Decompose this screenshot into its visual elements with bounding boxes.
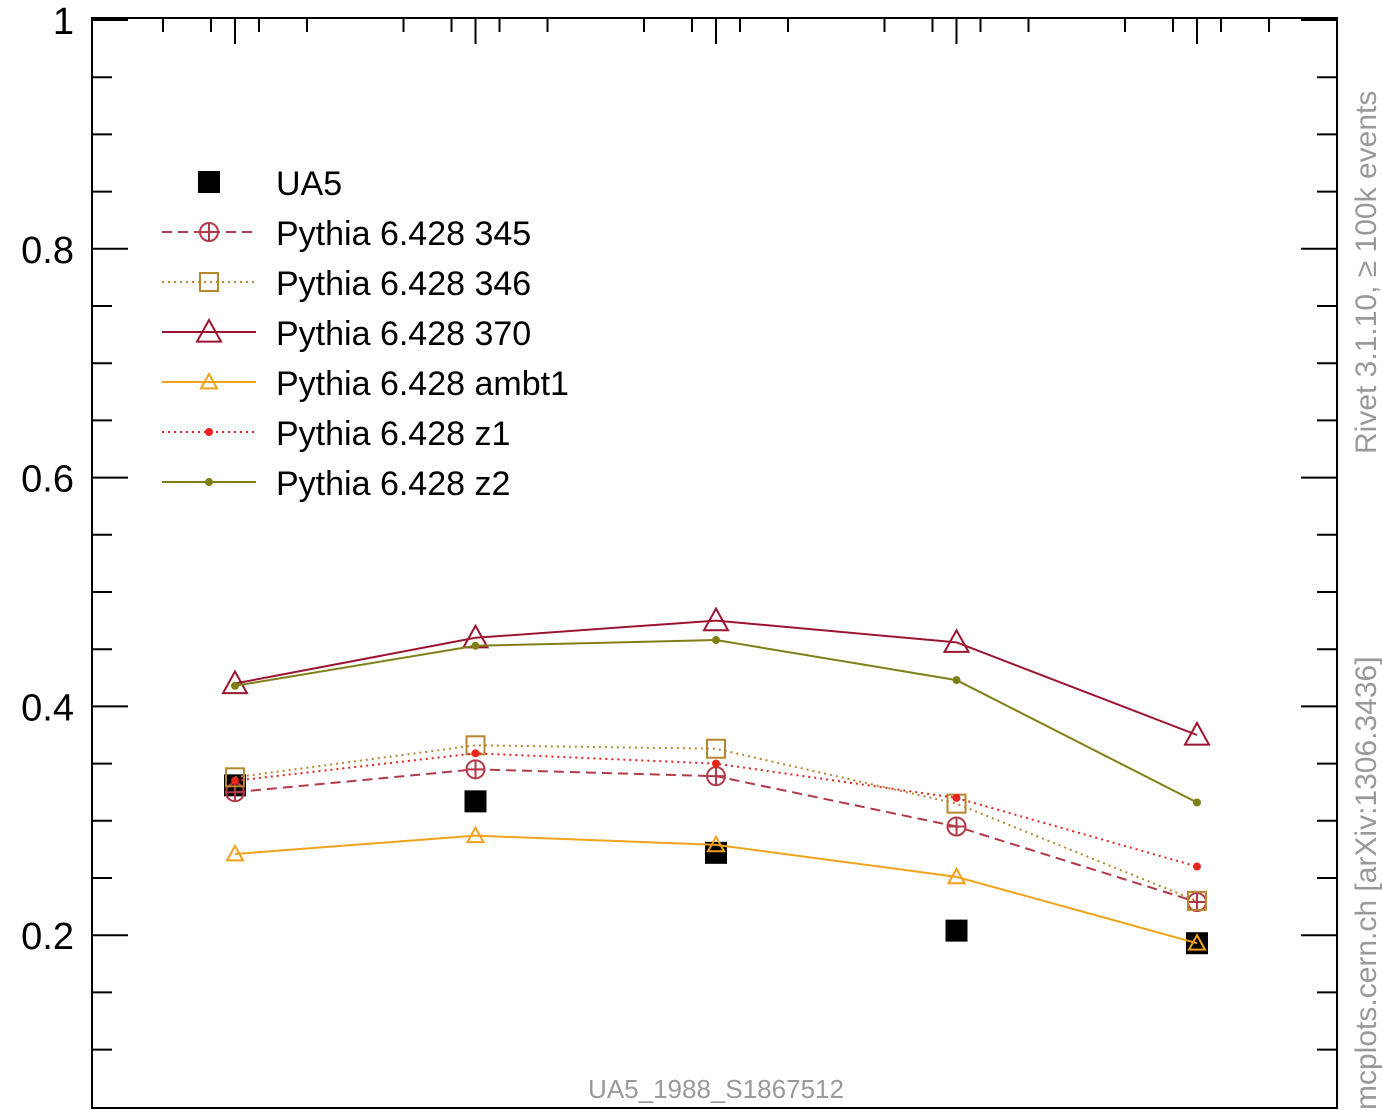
data-point-triangle bbox=[702, 606, 730, 632]
data-point-triangle bbox=[221, 669, 249, 695]
series-line bbox=[234, 744, 1198, 902]
data-point-dot bbox=[952, 676, 961, 685]
series-ua5 bbox=[224, 774, 1208, 955]
data-point-dot bbox=[205, 478, 213, 486]
data-point-circle bbox=[465, 759, 486, 780]
data-point-dot bbox=[231, 681, 239, 690]
data-point-open-square bbox=[199, 272, 219, 292]
legend-entry: Pythia 6.428 345 bbox=[162, 215, 531, 253]
legend-label: Pythia 6.428 z1 bbox=[276, 415, 510, 453]
y-tick-label: 0.8 bbox=[21, 230, 74, 272]
series-line bbox=[234, 834, 1198, 945]
data-point-square bbox=[198, 171, 220, 193]
analysis-id-label: UA5_1988_S1867512 bbox=[588, 1074, 844, 1104]
data-point-dot bbox=[952, 793, 961, 802]
data-point-small-triangle bbox=[706, 834, 726, 853]
data-point-dot bbox=[1193, 798, 1201, 807]
data-point-circle bbox=[199, 222, 219, 242]
y-tick-label: 0.4 bbox=[21, 687, 74, 729]
data-point-dot bbox=[471, 641, 480, 650]
series-pythia-6-428-z1 bbox=[231, 749, 1201, 871]
series-group bbox=[221, 606, 1211, 955]
legend-entry: Pythia 6.428 z2 bbox=[162, 465, 510, 503]
plot-frame bbox=[91, 17, 1338, 1109]
axis-ticks: 0.2 0.4 0.6 0.8 1 bbox=[21, 1, 1337, 1051]
legend-entry: Pythia 6.428 z1 bbox=[162, 415, 510, 453]
data-point-dot bbox=[712, 759, 720, 768]
data-point-open-square bbox=[225, 767, 245, 788]
data-point-square bbox=[464, 790, 487, 813]
legend: UA5 Pythia 6.428 345 Pythia 6.428 346 Pythi… bbox=[162, 165, 569, 503]
series-pythia-6-428-z2 bbox=[231, 636, 1201, 807]
data-point-small-triangle bbox=[225, 843, 245, 862]
series-pythia-6-428-370 bbox=[221, 606, 1211, 746]
data-point-circle bbox=[706, 766, 726, 787]
legend-label: Pythia 6.428 ambt1 bbox=[276, 365, 569, 403]
data-point-small-triangle bbox=[465, 825, 486, 844]
data-point-open-square bbox=[706, 738, 726, 759]
legend-label: Pythia 6.428 346 bbox=[276, 265, 531, 303]
data-point-triangle bbox=[942, 628, 971, 653]
legend-label: Pythia 6.428 z2 bbox=[276, 465, 510, 503]
rivet-version-label: Rivet 3.1.10, ≥ 100k events bbox=[1350, 90, 1382, 454]
legend-label: Pythia 6.428 345 bbox=[276, 215, 531, 253]
y-tick-label: 1 bbox=[53, 1, 74, 43]
data-point-dot bbox=[471, 749, 480, 758]
data-point-square bbox=[945, 919, 968, 942]
y-tick-label: 0.6 bbox=[21, 459, 74, 501]
legend-label: Pythia 6.428 370 bbox=[276, 315, 531, 353]
data-point-circle bbox=[946, 816, 967, 837]
data-point-circle bbox=[1187, 892, 1207, 913]
legend-entry: Pythia 6.428 370 bbox=[162, 315, 531, 353]
y-tick-label: 0.2 bbox=[21, 916, 74, 958]
data-point-triangle bbox=[1183, 720, 1211, 746]
mcplots-source-label: mcplots.cern.ch [arXiv:1306.3436] bbox=[1350, 656, 1382, 1110]
data-point-dot bbox=[712, 636, 720, 645]
data-point-small-triangle bbox=[199, 371, 219, 390]
series-line bbox=[234, 619, 1198, 736]
data-point-dot bbox=[205, 428, 213, 436]
legend-entry: Pythia 6.428 ambt1 bbox=[162, 365, 569, 403]
data-point-triangle bbox=[195, 317, 223, 343]
data-point-open-square bbox=[1187, 890, 1207, 911]
data-point-small-triangle bbox=[1187, 933, 1207, 951]
legend-label: UA5 bbox=[276, 165, 342, 203]
data-point-dot bbox=[1193, 862, 1201, 871]
legend-entry: Pythia 6.428 346 bbox=[162, 265, 531, 303]
data-point-dot bbox=[231, 776, 239, 785]
plot-area-border bbox=[91, 17, 1338, 1109]
series-pythia-6-428-ambt1 bbox=[225, 825, 1207, 951]
data-point-small-triangle bbox=[946, 866, 967, 885]
legend-entry: UA5 bbox=[198, 165, 342, 203]
